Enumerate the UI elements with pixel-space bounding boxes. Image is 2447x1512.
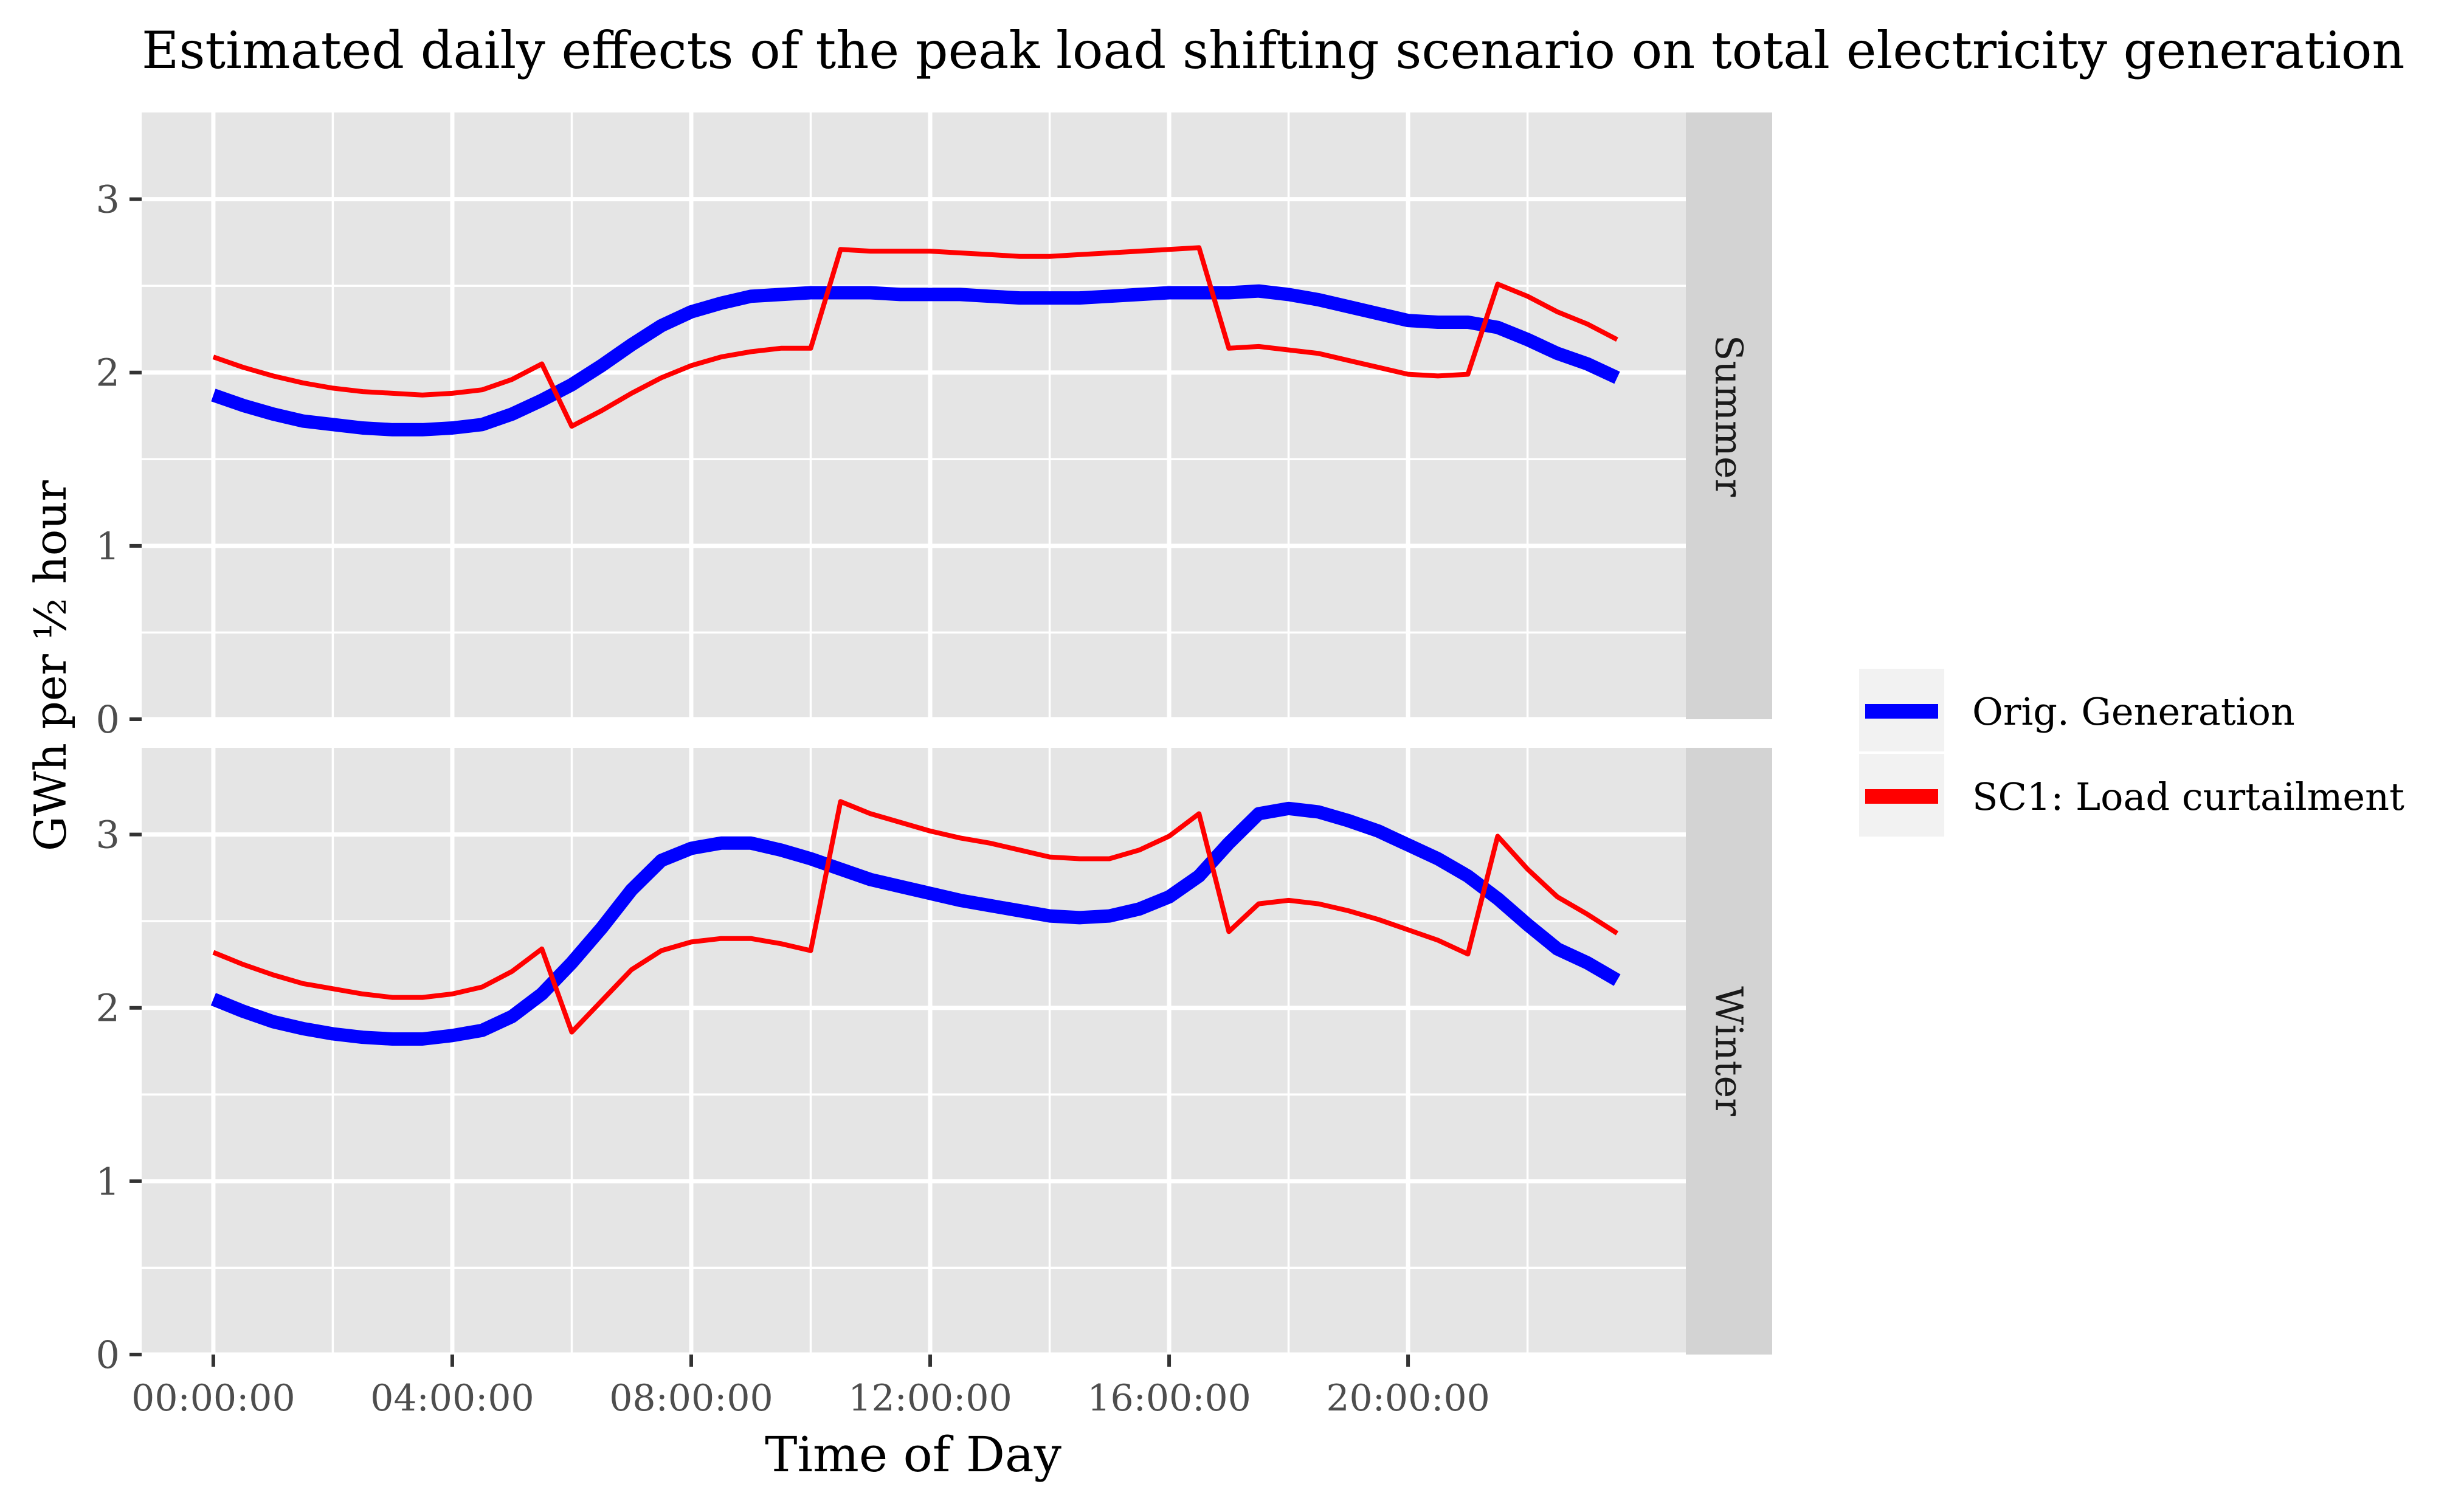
series-line-load-curtailment-winter — [212, 799, 1619, 1035]
y-tick-label: 3 — [96, 178, 120, 222]
x-tick-label: 20:00:00 — [1326, 1377, 1489, 1420]
facet-strip-winter — [1686, 748, 1772, 1355]
x-axis-label: Time of Day — [765, 1426, 1061, 1483]
series-line-orig-generation-winter — [210, 801, 1621, 1046]
y-tick-label: 0 — [96, 697, 120, 742]
y-tick-label: 3 — [96, 813, 120, 857]
y-tick-label: 2 — [96, 351, 120, 395]
x-tick-label: 08:00:00 — [609, 1377, 773, 1420]
legend-label: SC1: Load curtailment — [1972, 775, 2404, 819]
panel-background-summer — [142, 112, 1686, 719]
y-tick-label: 0 — [96, 1333, 120, 1377]
facet-label-summer: Summer — [1707, 335, 1752, 497]
panel-background-winter — [142, 748, 1686, 1355]
x-tick-label: 04:00:00 — [370, 1377, 534, 1420]
x-tick-label: 00:00:00 — [131, 1377, 295, 1420]
y-tick-label: 1 — [96, 524, 120, 568]
series-line-orig-generation-summer — [211, 284, 1620, 437]
plot-area: 0 1 2 3 Summer 0 1 2 3 Winter 00:00:00 04:00:00 08:0… — [96, 112, 1772, 1420]
legend-label: Orig. Generation — [1972, 689, 2295, 734]
series-line-load-curtailment-summer — [212, 245, 1618, 429]
y-tick-label: 2 — [96, 986, 120, 1030]
y-axis-label: GWh per ½ hour — [25, 480, 76, 851]
x-tick-label: 16:00:00 — [1087, 1377, 1251, 1420]
legend: Orig. Generation SC1: Load curtailment — [1859, 669, 2404, 837]
x-tick-label: 12:00:00 — [848, 1377, 1012, 1420]
facet-label-winter: Winter — [1707, 986, 1752, 1116]
y-tick-label: 1 — [96, 1159, 120, 1204]
facet-strip-summer — [1686, 112, 1772, 719]
chart-title: Estimated daily effects of the peak load… — [142, 21, 2405, 80]
